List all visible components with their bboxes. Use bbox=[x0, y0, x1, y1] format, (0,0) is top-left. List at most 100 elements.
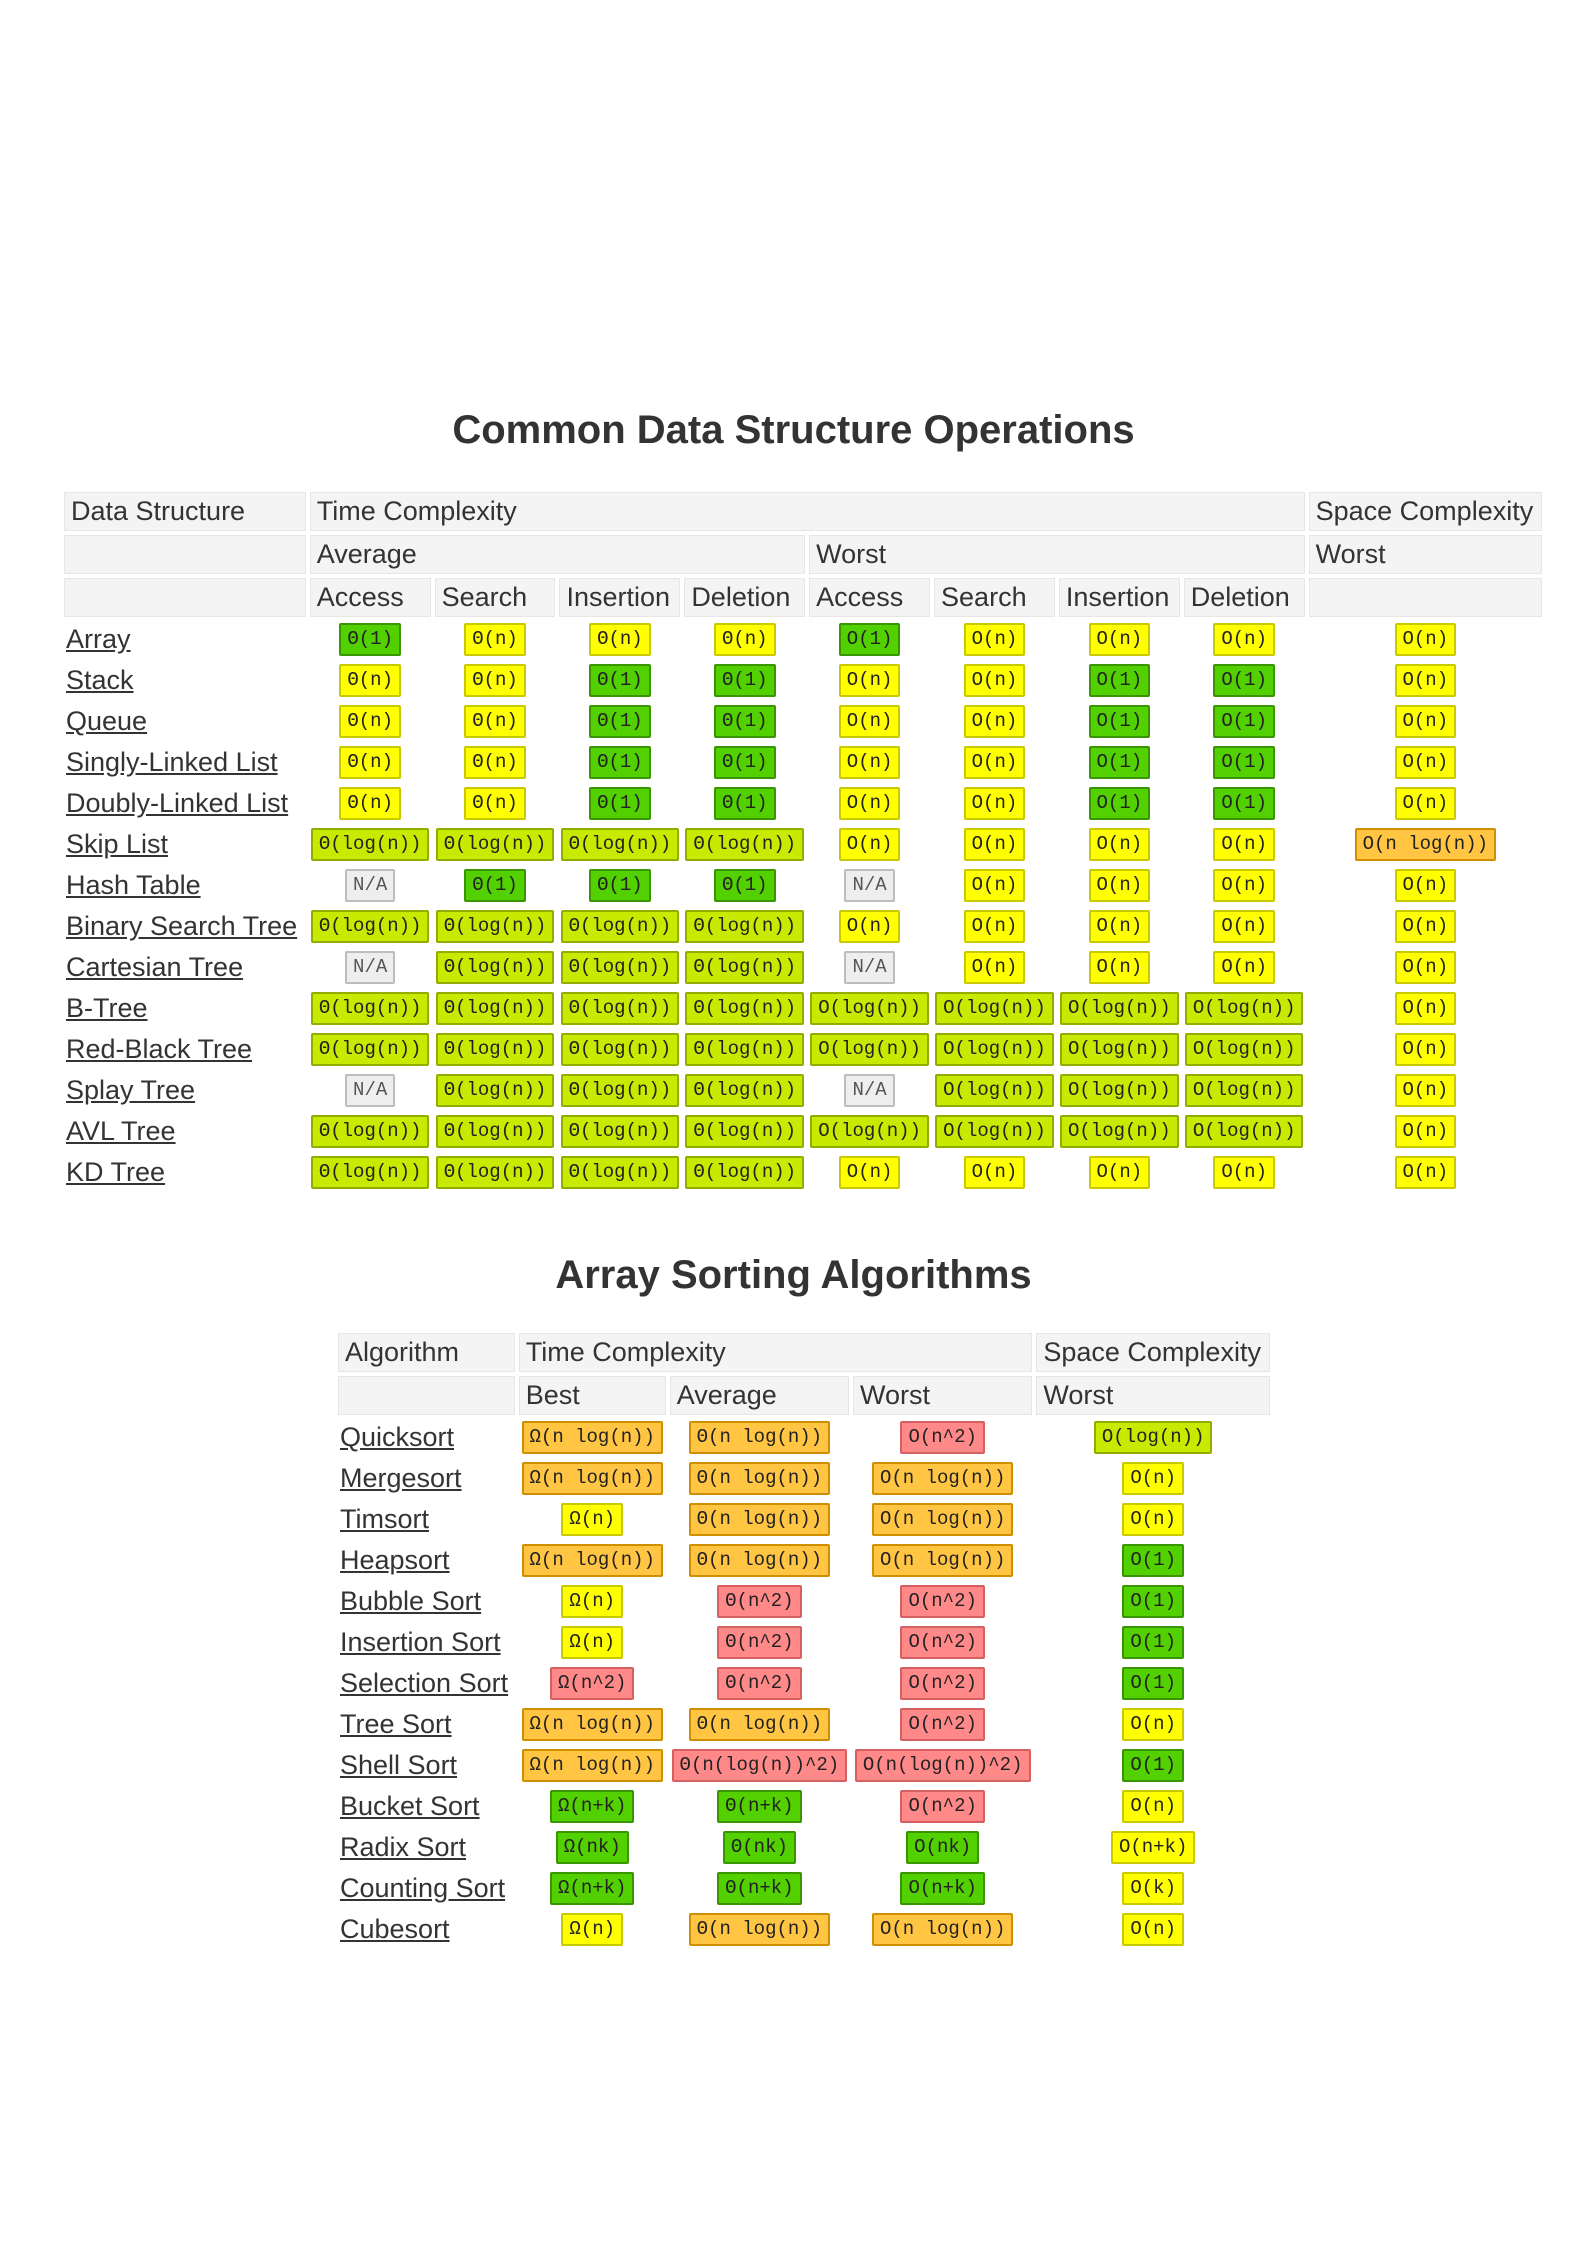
complexity-badge: O(n) bbox=[1122, 1913, 1184, 1946]
ds-complexity-cell: Θ(log(n)) bbox=[684, 949, 805, 986]
ds-complexity-cell: Θ(1) bbox=[435, 867, 556, 904]
sort-link-bubble-sort[interactable]: Bubble Sort bbox=[340, 1586, 482, 1616]
ds-header-space-worst: Worst bbox=[1308, 535, 1542, 574]
complexity-badge: Θ(1) bbox=[589, 787, 651, 820]
sort-complexity-cell: Ω(n) bbox=[519, 1501, 666, 1538]
complexity-badge: Ω(n) bbox=[561, 1585, 624, 1618]
ds-complexity-cell: O(n) bbox=[1059, 1154, 1180, 1191]
ds-link-doubly-linked-list[interactable]: Doubly-Linked List bbox=[66, 788, 289, 818]
complexity-badge: Θ(1) bbox=[589, 705, 651, 738]
ds-link-singly-linked-list[interactable]: Singly-Linked List bbox=[66, 747, 278, 777]
sort-link-shell-sort[interactable]: Shell Sort bbox=[340, 1750, 458, 1780]
ds-link-kd-tree[interactable]: KD Tree bbox=[66, 1157, 166, 1187]
ds-complexity-cell: O(log(n)) bbox=[934, 1031, 1055, 1068]
ds-row: Stack Θ(n) Θ(n) Θ(1) Θ(1) O(n) O(n) O(1) O(1) O(n… bbox=[64, 662, 1542, 699]
complexity-badge: O(n) bbox=[1394, 992, 1457, 1025]
sort-link-bucket-sort[interactable]: Bucket Sort bbox=[340, 1791, 480, 1821]
ds-link-cartesian-tree[interactable]: Cartesian Tree bbox=[66, 952, 244, 982]
ds-complexity-cell: Θ(log(n)) bbox=[559, 990, 680, 1027]
ds-complexity-cell: O(n) bbox=[934, 621, 1055, 658]
ds-complexity-cell: O(n) bbox=[809, 785, 930, 822]
complexity-badge: O(n log(n)) bbox=[871, 1462, 1014, 1495]
ds-complexity-cell: O(n) bbox=[809, 826, 930, 863]
sort-complexity-cell: O(n) bbox=[1036, 1911, 1270, 1948]
ds-complexity-cell: O(n) bbox=[1309, 908, 1542, 945]
sort-complexity-cell: Ω(n) bbox=[519, 1911, 666, 1948]
ds-complexity-cell: Θ(n) bbox=[310, 785, 431, 822]
complexity-badge: Ω(n) bbox=[561, 1626, 624, 1659]
sort-row: Heapsort Ω(n log(n)) Θ(n log(n)) O(n log(n)… bbox=[338, 1542, 1270, 1579]
ds-complexity-cell: O(n) bbox=[1309, 867, 1542, 904]
sort-table-body: Quicksort Ω(n log(n)) Θ(n log(n)) O(n^2) O(l… bbox=[338, 1419, 1270, 1948]
ds-complexity-cell: O(n) bbox=[934, 744, 1055, 781]
complexity-badge: N/A bbox=[844, 951, 895, 984]
sort-link-mergesort[interactable]: Mergesort bbox=[340, 1463, 462, 1493]
ds-complexity-cell: O(n) bbox=[809, 662, 930, 699]
sort-link-selection-sort[interactable]: Selection Sort bbox=[340, 1668, 509, 1698]
sort-row: Counting Sort Ω(n+k) Θ(n+k) O(n+k) O(k) bbox=[338, 1870, 1270, 1907]
complexity-badge: O(log(n)) bbox=[1060, 992, 1179, 1025]
complexity-badge: O(n) bbox=[838, 828, 901, 861]
ds-row: B-Tree Θ(log(n)) Θ(log(n)) Θ(log(n)) Θ(log(n… bbox=[64, 990, 1542, 1027]
sort-table-title: Array Sorting Algorithms bbox=[555, 1253, 1032, 1297]
complexity-badge: Θ(log(n)) bbox=[435, 910, 555, 943]
complexity-badge: Θ(nk) bbox=[722, 1831, 796, 1864]
complexity-badge: Θ(log(n)) bbox=[560, 910, 680, 943]
complexity-badge: O(n) bbox=[1394, 869, 1457, 902]
sort-link-heapsort[interactable]: Heapsort bbox=[340, 1545, 450, 1575]
ds-link-array[interactable]: Array bbox=[66, 624, 131, 654]
complexity-badge: O(n) bbox=[1088, 828, 1151, 861]
ds-row: Singly-Linked List Θ(n) Θ(n) Θ(1) Θ(1) O(n) O(… bbox=[64, 744, 1542, 781]
ds-complexity-cell: O(n) bbox=[1309, 949, 1542, 986]
complexity-badge: Θ(log(n)) bbox=[685, 1115, 805, 1148]
ds-link-b-tree[interactable]: B-Tree bbox=[66, 993, 148, 1023]
ds-complexity-cell: O(log(n)) bbox=[809, 990, 930, 1027]
sort-complexity-cell: Ω(n log(n)) bbox=[519, 1706, 666, 1743]
ds-complexity-cell: Θ(log(n)) bbox=[435, 1031, 556, 1068]
ds-complexity-cell: O(n log(n)) bbox=[1309, 826, 1542, 863]
complexity-badge: Θ(log(n)) bbox=[685, 828, 805, 861]
complexity-badge: Θ(1) bbox=[589, 664, 651, 697]
ds-link-hash-table[interactable]: Hash Table bbox=[66, 870, 201, 900]
complexity-badge: Θ(1) bbox=[589, 869, 651, 902]
sort-complexity-cell: Θ(n+k) bbox=[670, 1788, 849, 1825]
complexity-badge: O(n) bbox=[963, 869, 1026, 902]
complexity-badge: O(n) bbox=[1088, 910, 1151, 943]
ds-link-red-black-tree[interactable]: Red-Black Tree bbox=[66, 1034, 253, 1064]
ds-header-row-1: Data Structure Time Complexity Space Com… bbox=[64, 492, 1542, 531]
sort-row: Bucket Sort Ω(n+k) Θ(n+k) O(n^2) O(n) bbox=[338, 1788, 1270, 1825]
sort-link-quicksort[interactable]: Quicksort bbox=[340, 1422, 455, 1452]
complexity-badge: O(n) bbox=[1088, 869, 1151, 902]
sort-complexity-cell: O(nk) bbox=[853, 1829, 1032, 1866]
ds-complexity-cell: O(n) bbox=[1184, 1154, 1305, 1191]
complexity-badge: Θ(log(n)) bbox=[310, 910, 430, 943]
ds-name-cell: KD Tree bbox=[64, 1154, 306, 1191]
ds-name-cell: B-Tree bbox=[64, 990, 306, 1027]
ds-link-avl-tree[interactable]: AVL Tree bbox=[66, 1116, 176, 1146]
complexity-badge: N/A bbox=[345, 869, 396, 902]
complexity-badge: O(log(n)) bbox=[935, 1033, 1054, 1066]
ds-complexity-cell: O(log(n)) bbox=[809, 1031, 930, 1068]
sort-link-timsort[interactable]: Timsort bbox=[340, 1504, 429, 1534]
sort-link-tree-sort[interactable]: Tree Sort bbox=[340, 1709, 452, 1739]
sort-name-cell: Insertion Sort bbox=[338, 1624, 515, 1661]
complexity-badge: Ω(n log(n)) bbox=[521, 1462, 663, 1495]
complexity-badge: O(k) bbox=[1122, 1872, 1184, 1905]
ds-link-queue[interactable]: Queue bbox=[66, 706, 148, 736]
ds-link-stack[interactable]: Stack bbox=[66, 665, 134, 695]
sort-link-insertion-sort[interactable]: Insertion Sort bbox=[340, 1627, 501, 1657]
sort-link-counting-sort[interactable]: Counting Sort bbox=[340, 1873, 506, 1903]
complexity-badge: O(n) bbox=[838, 746, 901, 779]
ds-link-splay-tree[interactable]: Splay Tree bbox=[66, 1075, 196, 1105]
sort-complexity-cell: Θ(n+k) bbox=[670, 1870, 849, 1907]
complexity-badge: O(n) bbox=[963, 746, 1026, 779]
sort-link-radix-sort[interactable]: Radix Sort bbox=[340, 1832, 467, 1862]
complexity-badge: O(n(log(n))^2) bbox=[854, 1749, 1031, 1782]
sort-row: Radix Sort Ω(nk) Θ(nk) O(nk) O(n+k) bbox=[338, 1829, 1270, 1866]
ds-complexity-cell: Θ(log(n)) bbox=[435, 1113, 556, 1150]
ds-link-binary-search-tree[interactable]: Binary Search Tree bbox=[66, 911, 298, 941]
complexity-badge: O(n) bbox=[838, 1156, 901, 1189]
ds-link-skip-list[interactable]: Skip List bbox=[66, 829, 169, 859]
sort-link-cubesort[interactable]: Cubesort bbox=[340, 1914, 450, 1944]
complexity-badge: Θ(log(n)) bbox=[560, 992, 680, 1025]
